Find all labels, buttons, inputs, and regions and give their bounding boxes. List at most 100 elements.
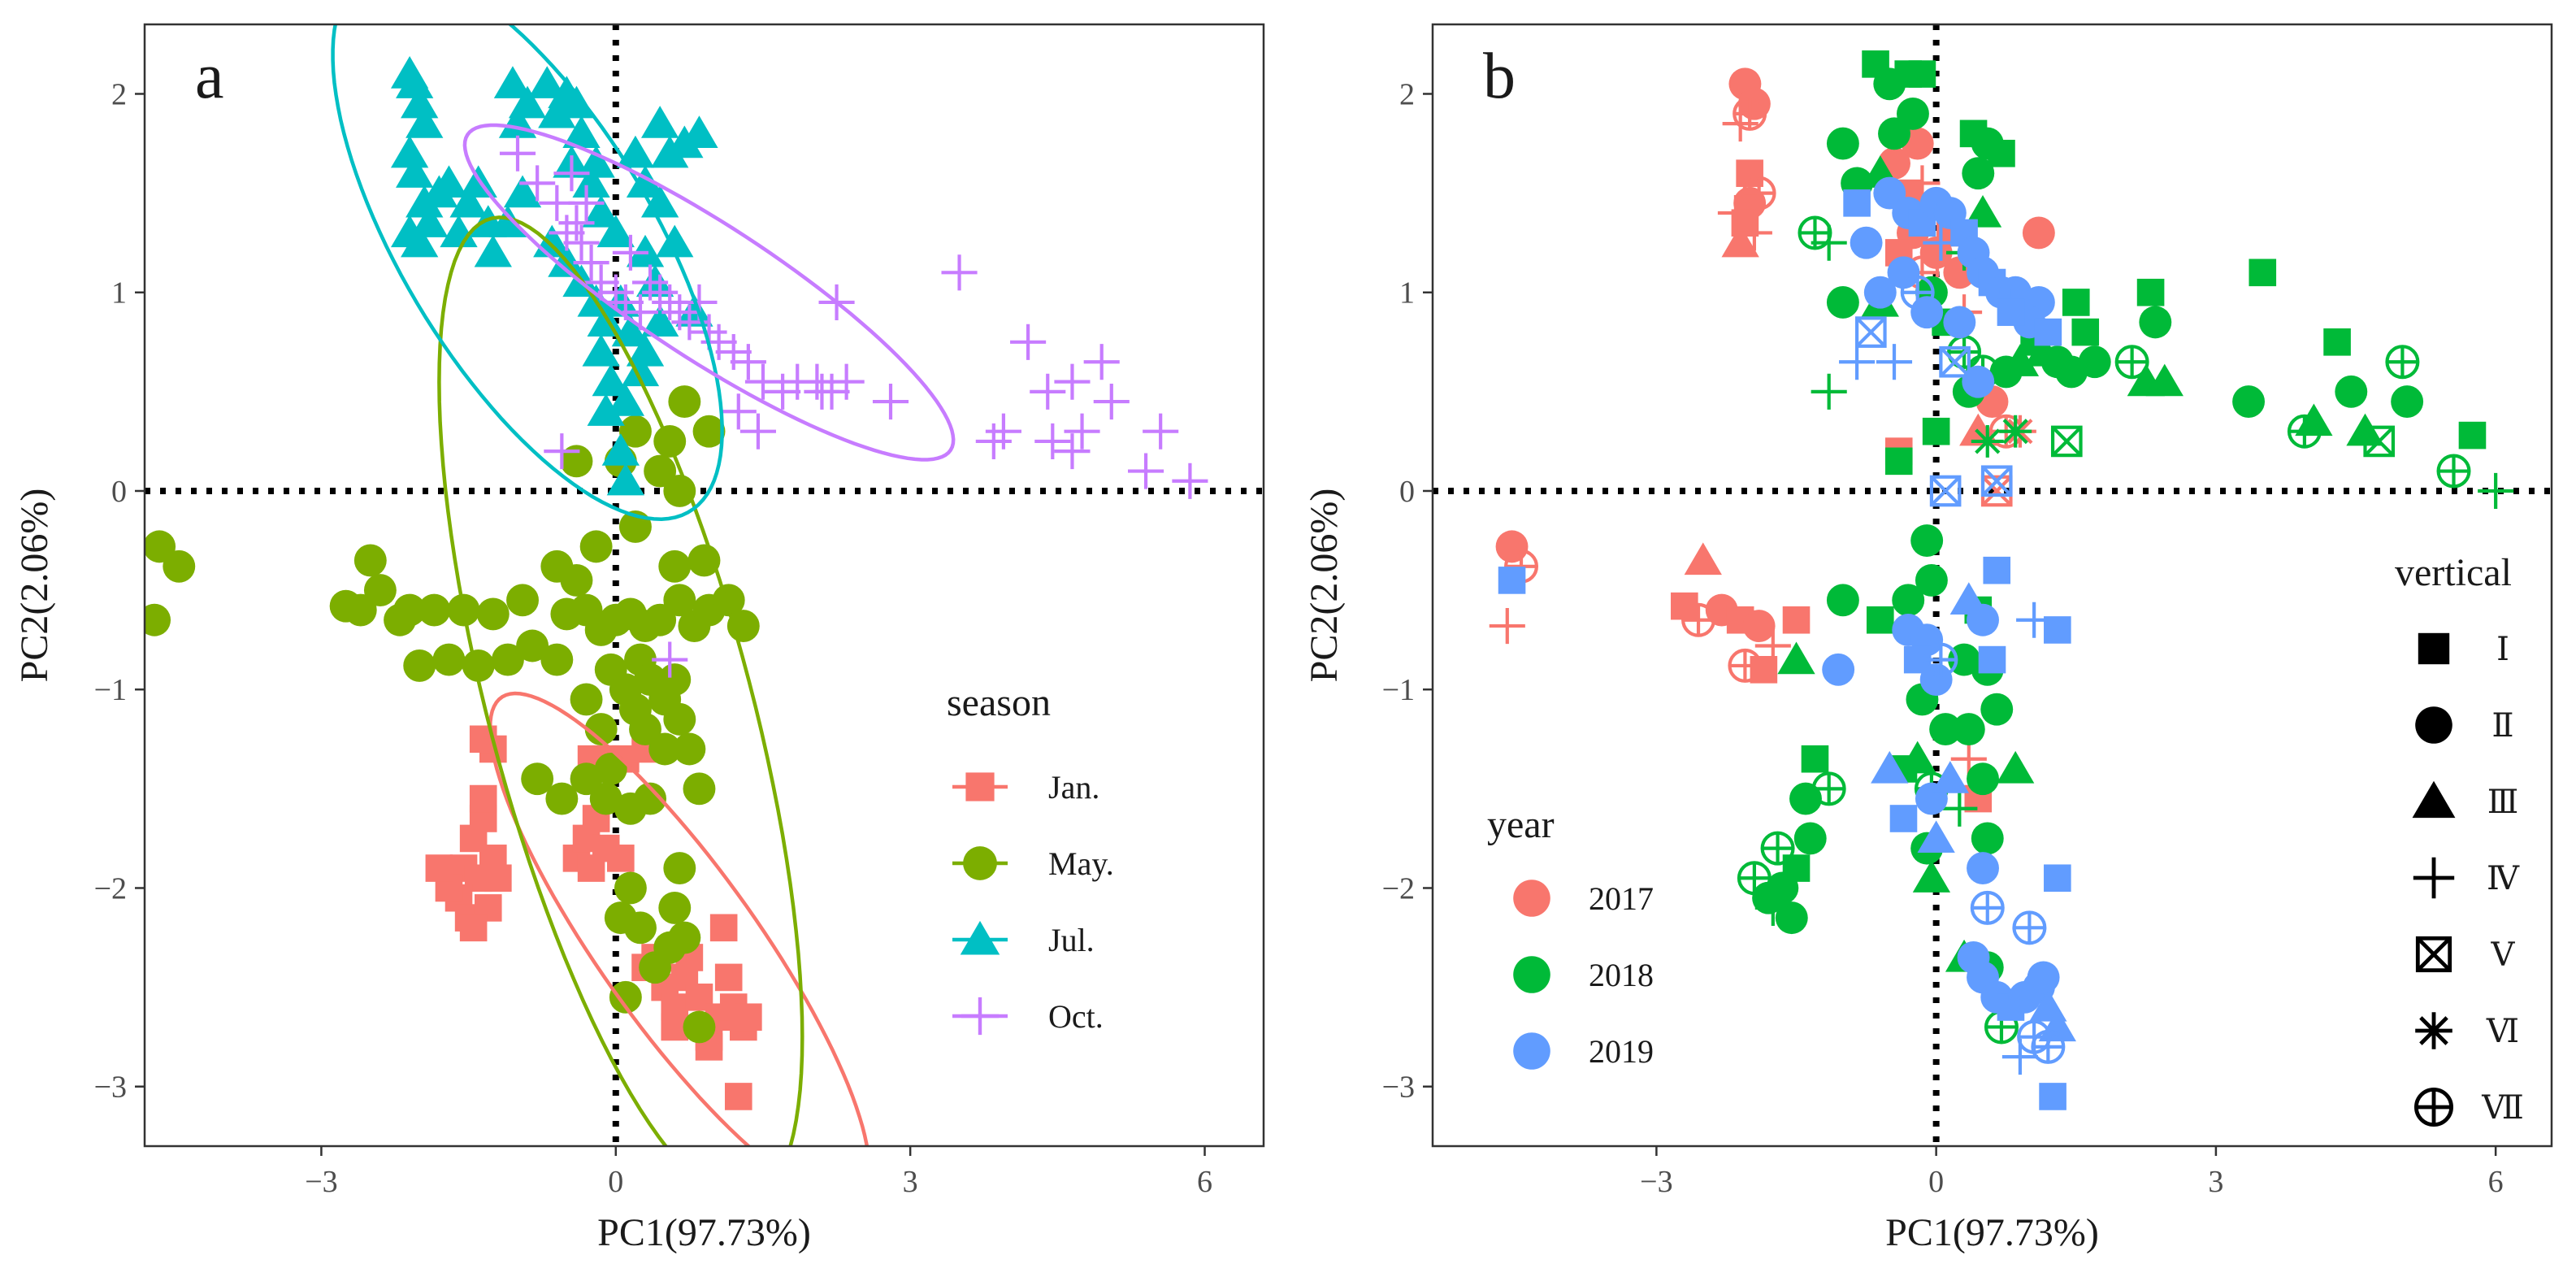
- data-point: [1952, 713, 1985, 746]
- data-point: [1971, 424, 2004, 458]
- legend-label: Jan.: [1048, 769, 1099, 806]
- legend-item: 2018: [1513, 956, 1654, 993]
- data-point: [1826, 584, 1859, 617]
- legend-label: Oct.: [1048, 998, 1104, 1035]
- data-point: [975, 423, 1012, 459]
- data-point: [1970, 890, 2005, 925]
- legend-label: 2019: [1589, 1033, 1654, 1070]
- data-point: [476, 597, 510, 631]
- data-point: [714, 963, 743, 992]
- y-tick-label: 0: [1399, 475, 1415, 509]
- data-point: [516, 629, 549, 662]
- data-point: [2071, 318, 2100, 346]
- data-point: [614, 871, 647, 905]
- data-point: [1939, 345, 1971, 378]
- data-point: [1172, 463, 1208, 499]
- data-point: [765, 373, 801, 410]
- data-point: [683, 1010, 716, 1044]
- ellipse-oct: [462, 123, 956, 462]
- data-point: [872, 384, 909, 420]
- legend-item: Ⅱ: [2415, 706, 2514, 744]
- data-point: [1034, 423, 1071, 459]
- data-point: [1967, 852, 1999, 885]
- data-point: [2232, 385, 2266, 419]
- x-tick-label: 3: [2208, 1165, 2223, 1199]
- points-b: [1489, 50, 2514, 1110]
- data-point: [663, 702, 696, 736]
- legend-label: Ⅵ: [2486, 1013, 2519, 1049]
- data-point: [1919, 663, 1953, 696]
- data-point: [1941, 790, 1978, 827]
- data-point: [1878, 117, 1910, 150]
- data-point: [2385, 345, 2420, 380]
- data-point: [2062, 289, 2090, 316]
- data-point: [720, 393, 757, 430]
- data-point: [544, 433, 580, 470]
- legend-label: Ⅲ: [2487, 784, 2519, 820]
- data-point: [508, 85, 547, 119]
- data-point: [2363, 425, 2396, 458]
- data-point: [396, 155, 434, 188]
- x-axis-label: PC1(97.73%): [1885, 1211, 2099, 1254]
- data-point: [626, 165, 665, 198]
- data-point: [440, 215, 478, 248]
- data-point: [1143, 413, 1179, 450]
- data-point: [560, 445, 593, 478]
- data-point: [390, 135, 429, 168]
- y-tick-label: 2: [1399, 77, 1415, 111]
- data-point: [1997, 750, 2035, 784]
- data-point: [712, 584, 745, 617]
- data-point: [469, 784, 497, 813]
- data-point: [730, 344, 766, 380]
- data-point: [557, 85, 596, 119]
- data-point: [658, 663, 692, 696]
- data-point: [735, 1003, 762, 1032]
- data-point: [528, 66, 566, 98]
- data-point: [499, 135, 536, 172]
- data-point: [1811, 373, 1847, 410]
- data-point: [642, 274, 679, 311]
- data-point: [403, 649, 436, 682]
- legend-vertical: vertical Ⅰ Ⅱ Ⅲ Ⅳ Ⅴ Ⅵ Ⅶ: [2395, 551, 2524, 1127]
- data-point: [1684, 542, 1722, 576]
- panel-a: −3 0 3 6 −3 −2 −1 0 1 2 PC1(97.73%) PC2(2.06%) a seas…: [13, 23, 1265, 1254]
- legend-key: [2413, 1088, 2453, 1127]
- data-point: [2478, 472, 2514, 510]
- y-tick-label: 1: [1399, 276, 1415, 311]
- x-tick-label: −3: [1640, 1165, 1672, 1199]
- data-point: [519, 165, 556, 202]
- y-tick-label: −3: [94, 1071, 127, 1105]
- data-point: [1850, 226, 1883, 259]
- data-point: [582, 333, 620, 367]
- legend-item: Ⅰ: [2418, 631, 2509, 667]
- data-point: [1750, 656, 1778, 684]
- data-point: [941, 254, 978, 291]
- data-point: [145, 603, 171, 636]
- data-point: [401, 85, 439, 119]
- data-point: [1128, 453, 1164, 489]
- data-point: [1064, 413, 1100, 450]
- axes-a: −3 0 3 6 −3 −2 −1 0 1 2 PC1(97.73%) PC2(2.06%): [13, 77, 1212, 1254]
- legend-item: Ⅶ: [2413, 1088, 2524, 1127]
- legend-item: Oct.: [952, 997, 1104, 1036]
- data-point: [1971, 822, 2004, 855]
- data-point: [430, 165, 468, 198]
- data-point: [1822, 653, 1855, 686]
- data-point: [597, 274, 634, 311]
- data-point: [632, 264, 669, 301]
- legend-item: Ⅵ: [2415, 1012, 2519, 1049]
- data-point: [596, 215, 635, 248]
- data-point: [1855, 316, 1887, 348]
- data-point: [1962, 157, 1995, 190]
- data-point: [462, 649, 495, 682]
- data-point: [1826, 285, 1859, 319]
- y-tick-label: 0: [111, 475, 127, 509]
- data-point: [488, 205, 527, 237]
- data-point: [570, 762, 603, 796]
- legend-item: Ⅴ: [2415, 936, 2516, 973]
- data-point: [1967, 762, 1999, 796]
- data-point: [629, 713, 661, 746]
- data-point: [1980, 465, 2013, 497]
- data-point: [545, 782, 579, 815]
